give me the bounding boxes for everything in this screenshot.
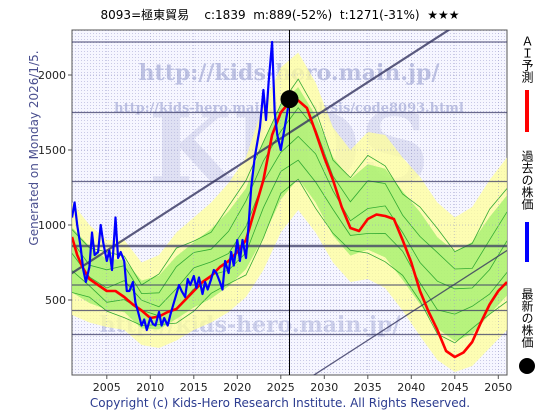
x-tick-label: 2040 (397, 381, 425, 394)
x-tick-label: 2035 (354, 381, 382, 394)
legend-label-prediction: ＡＩ予測 (520, 35, 534, 84)
y-tick-label: 1500 (38, 144, 66, 157)
x-tick-label: 2030 (310, 381, 338, 394)
y-tick-label: 2000 (38, 69, 66, 82)
x-tick-label: 2010 (136, 381, 164, 394)
legend-label-latest: 最新の株価 (520, 288, 534, 348)
chart-header: 8093=極東貿易 c:1839 m:889(-52%) t:1271(-31%… (0, 6, 560, 26)
median-price: m:889(-52%) (253, 8, 333, 22)
x-tick-label: 2025 (267, 381, 295, 394)
forecast-band-inner (72, 87, 507, 342)
x-tick-label: 2015 (180, 381, 208, 394)
latest-price-point (280, 90, 299, 109)
legend-label-past: 過去の株価 (520, 150, 534, 210)
rating-stars: ★★★ (427, 8, 460, 22)
legend-swatch-latest (519, 358, 535, 374)
trend-line (312, 249, 507, 375)
target-price: t:1271(-31%) (339, 8, 420, 22)
series-past-line (72, 40, 291, 332)
current-price: c:1839 (204, 8, 246, 22)
x-tick-label: 2005 (93, 381, 121, 394)
y-tick-label: 500 (45, 294, 66, 307)
x-tick-label: 2050 (484, 381, 512, 394)
stock-code-name: 8093=極東貿易 (100, 8, 190, 22)
y-tick-label: 1000 (38, 219, 66, 232)
x-tick-label: 2020 (223, 381, 251, 394)
trend-line (552, 0, 560, 415)
copyright-footer: Copyright (c) Kids-Hero Research Institu… (89, 396, 471, 410)
trend-line (72, 30, 451, 275)
x-tick-label: 2045 (441, 381, 469, 394)
